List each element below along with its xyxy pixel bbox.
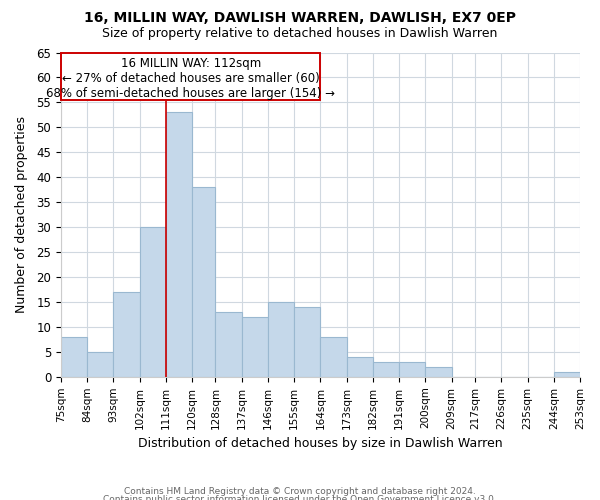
Bar <box>61 337 87 377</box>
Text: 16 MILLIN WAY: 112sqm: 16 MILLIN WAY: 112sqm <box>121 58 261 70</box>
Bar <box>268 302 294 377</box>
Bar <box>294 307 320 377</box>
Text: Contains HM Land Registry data © Crown copyright and database right 2024.: Contains HM Land Registry data © Crown c… <box>124 488 476 496</box>
Text: Size of property relative to detached houses in Dawlish Warren: Size of property relative to detached ho… <box>103 28 497 40</box>
Bar <box>113 292 140 377</box>
Bar <box>242 317 268 377</box>
Text: 68% of semi-detached houses are larger (154) →: 68% of semi-detached houses are larger (… <box>46 88 335 101</box>
Y-axis label: Number of detached properties: Number of detached properties <box>15 116 28 313</box>
Text: ← 27% of detached houses are smaller (60): ← 27% of detached houses are smaller (60… <box>62 72 320 86</box>
Bar <box>554 372 580 377</box>
Bar <box>320 337 347 377</box>
Text: Contains public sector information licensed under the Open Government Licence v3: Contains public sector information licen… <box>103 495 497 500</box>
Bar <box>373 362 399 377</box>
FancyBboxPatch shape <box>61 52 320 100</box>
Bar <box>140 227 166 377</box>
Bar <box>425 367 452 377</box>
Bar <box>215 312 242 377</box>
Bar <box>399 362 425 377</box>
Bar <box>166 112 192 377</box>
Bar <box>87 352 113 377</box>
Bar <box>192 187 215 377</box>
Bar <box>347 357 373 377</box>
Text: 16, MILLIN WAY, DAWLISH WARREN, DAWLISH, EX7 0EP: 16, MILLIN WAY, DAWLISH WARREN, DAWLISH,… <box>84 11 516 25</box>
X-axis label: Distribution of detached houses by size in Dawlish Warren: Distribution of detached houses by size … <box>138 437 503 450</box>
